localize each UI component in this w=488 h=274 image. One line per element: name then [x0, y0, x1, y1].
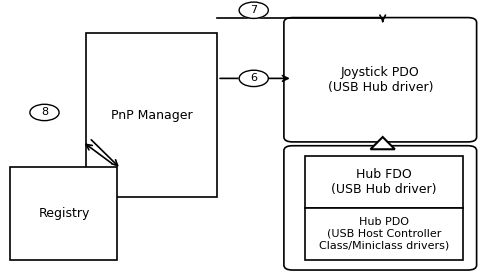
Bar	[86, 33, 217, 197]
FancyBboxPatch shape	[284, 146, 477, 270]
Text: PnP Manager: PnP Manager	[111, 109, 192, 122]
FancyBboxPatch shape	[284, 18, 477, 142]
Text: 6: 6	[250, 73, 257, 83]
Circle shape	[239, 2, 268, 18]
Text: Joystick PDO
(USB Hub driver): Joystick PDO (USB Hub driver)	[327, 66, 433, 94]
Bar	[305, 208, 463, 260]
Text: Registry: Registry	[38, 207, 90, 220]
Circle shape	[30, 104, 59, 121]
Polygon shape	[370, 137, 395, 149]
Text: Hub PDO
(USB Host Controller
Class/Miniclass drivers): Hub PDO (USB Host Controller Class/Minic…	[319, 217, 449, 250]
Text: Hub FDO
(USB Hub driver): Hub FDO (USB Hub driver)	[331, 168, 437, 196]
Text: 8: 8	[41, 107, 48, 118]
Circle shape	[239, 70, 268, 87]
Bar	[10, 167, 118, 260]
Bar	[305, 156, 463, 208]
Text: 7: 7	[250, 5, 257, 15]
